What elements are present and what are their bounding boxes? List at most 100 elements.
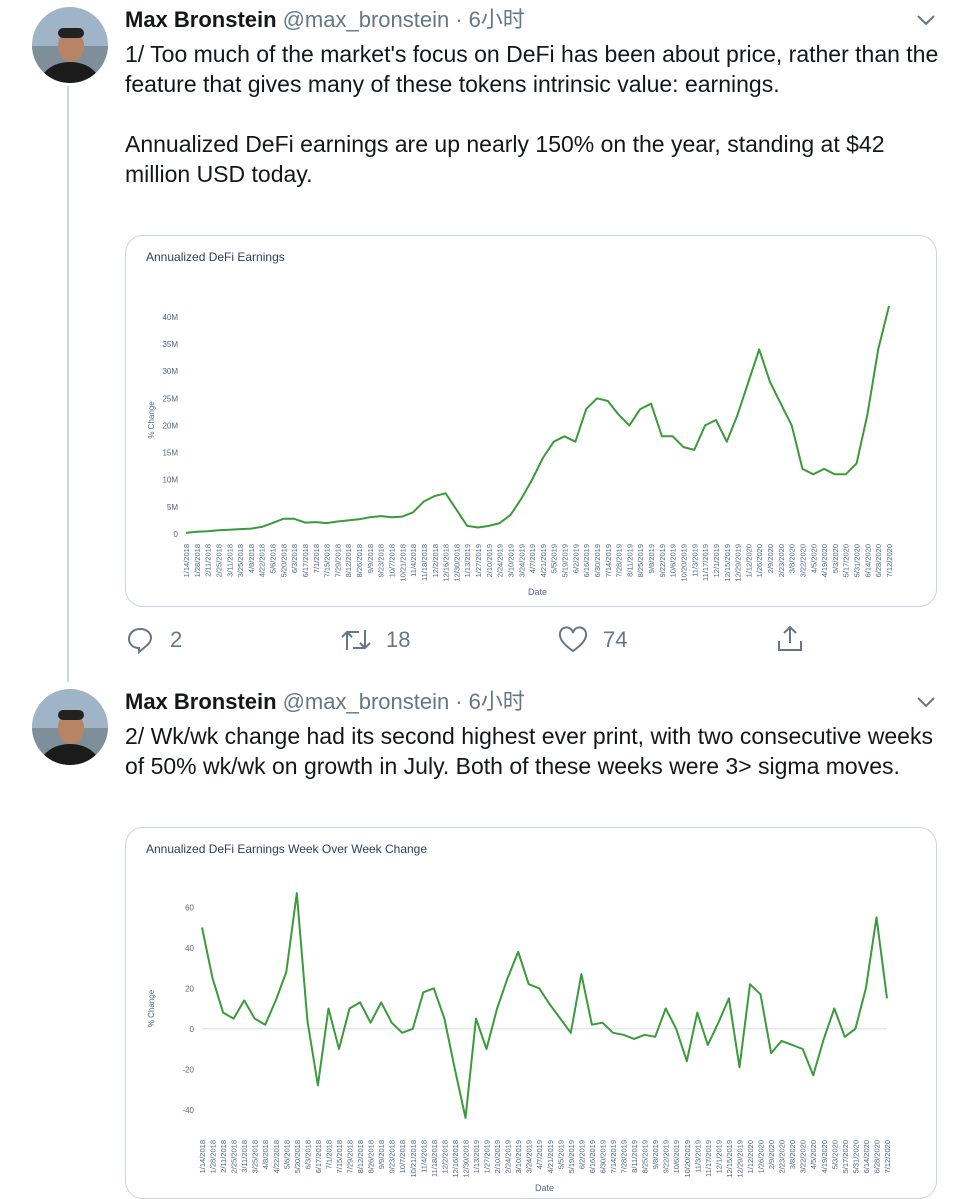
- x-tick-label: 9/22/2019: [662, 1140, 671, 1173]
- y-tick-label: -20: [182, 1065, 194, 1074]
- chart-title: Annualized DeFi Earnings Week Over Week …: [146, 842, 427, 856]
- x-tick-label: 4/21/2019: [546, 1140, 555, 1173]
- x-tick-label: 1/12/2020: [746, 1140, 755, 1173]
- menu-chevron[interactable]: [915, 694, 937, 710]
- x-tick-label: 7/1/2018: [312, 544, 321, 573]
- x-tick-label: 7/15/2018: [323, 544, 332, 577]
- y-tick-label: 0: [190, 1025, 195, 1034]
- like-icon[interactable]: [558, 626, 588, 654]
- x-tick-label: 2/9/2020: [766, 544, 775, 573]
- chart-card[interactable]: Annualized DeFi Earnings % Change 0 5M 10M 15…: [125, 235, 937, 607]
- x-axis-label: Date: [528, 587, 547, 597]
- x-tick-label: 2/11/2018: [219, 1140, 228, 1173]
- x-tick-label: 12/16/2018: [451, 1140, 460, 1178]
- x-tick-label: 5/6/2018: [282, 1140, 291, 1169]
- y-axis-label: % Change: [147, 989, 156, 1027]
- x-tick-label: 2/10/2019: [485, 544, 494, 577]
- x-tick-label: 4/5/2020: [809, 1140, 818, 1169]
- x-tick-label: 6/2/2019: [577, 1140, 586, 1169]
- x-tick-label: 8/26/2018: [355, 544, 364, 577]
- x-tick-label: 10/20/2019: [683, 1140, 692, 1178]
- x-tick-label: 4/19/2020: [820, 544, 829, 577]
- x-tick-label: 9/23/2018: [388, 1140, 397, 1173]
- data-line: [201, 892, 888, 1119]
- x-tick-label: 9/22/2019: [658, 544, 667, 577]
- x-tick-label: 4/7/2019: [528, 544, 537, 573]
- x-tick-label: 4/7/2019: [535, 1140, 544, 1169]
- x-tick-label: 8/12/2018: [356, 1140, 365, 1173]
- x-tick-label: 4/8/2018: [261, 1140, 270, 1169]
- y-tick-label: 0: [174, 530, 179, 539]
- x-tick-label: 2/25/2018: [230, 1140, 239, 1173]
- x-tick-label: 3/25/2018: [236, 544, 245, 577]
- share-icon[interactable]: [776, 624, 804, 654]
- x-tick-label: 2/10/2019: [493, 1140, 502, 1173]
- x-tick-label: 12/29/2019: [735, 1140, 744, 1178]
- x-tick-label: 7/1/2018: [324, 1140, 333, 1169]
- author[interactable]: Max Bronstein: [125, 689, 277, 714]
- x-tick-label: 7/28/2019: [620, 1140, 629, 1173]
- y-tick-label: 20M: [162, 421, 178, 430]
- x-tick-label: 1/27/2019: [483, 1140, 492, 1173]
- x-tick-label: 6/30/2019: [593, 544, 602, 577]
- x-tick-label: 4/8/2018: [247, 544, 256, 573]
- x-tick-label: 5/31/2020: [853, 544, 862, 577]
- y-tick-label: 35M: [162, 340, 178, 349]
- handle[interactable]: @max_bronstein: [282, 689, 450, 714]
- x-tick-label: 11/4/2018: [409, 544, 418, 577]
- reply-icon[interactable]: [126, 626, 154, 654]
- x-tick-label: 1/27/2019: [474, 544, 483, 577]
- y-tick-label: 15M: [162, 449, 178, 458]
- x-tick-label: 3/25/2018: [251, 1140, 260, 1173]
- x-tick-label: 6/28/2020: [874, 544, 883, 577]
- retweet-icon[interactable]: [340, 626, 372, 654]
- x-tick-label: 5/5/2019: [556, 1140, 565, 1169]
- tweet-header: Max Bronstein @max_bronstein · 6小时: [125, 5, 531, 35]
- x-tick-label: 12/29/2019: [734, 544, 743, 582]
- x-tick-label: 6/2/2019: [571, 544, 580, 573]
- x-tick-label: 6/16/2019: [588, 1140, 597, 1173]
- x-tick-label: 1/28/2018: [209, 1140, 218, 1173]
- avatar[interactable]: [31, 688, 109, 766]
- x-tick-label: 2/23/2020: [777, 544, 786, 577]
- author[interactable]: Max Bronstein: [125, 7, 277, 32]
- menu-chevron[interactable]: [915, 12, 937, 28]
- data-line: [185, 305, 890, 534]
- x-tick-label: 5/3/2020: [831, 544, 840, 573]
- x-tick-label: 11/18/2018: [430, 1140, 439, 1177]
- x-tick-label: 11/3/2019: [690, 544, 699, 577]
- reply-count: 2: [170, 627, 183, 652]
- time[interactable]: 6小时: [468, 689, 525, 714]
- x-tick-label: 5/17/2020: [841, 1140, 850, 1173]
- chart: Annualized DeFi Earnings % Change 0 5M 10M 15…: [146, 250, 894, 597]
- x-tick-label: 1/12/2020: [744, 544, 753, 577]
- x-tick-label: 6/17/2018: [301, 544, 310, 577]
- chart-card[interactable]: Annualized DeFi Earnings Week Over Week …: [125, 827, 937, 1199]
- time[interactable]: 6小时: [468, 7, 525, 32]
- separator: ·: [455, 7, 463, 32]
- x-tick-label: 7/12/2020: [885, 544, 894, 577]
- x-tick-label: 1/28/2018: [193, 544, 202, 577]
- x-tick-label: 6/14/2020: [863, 544, 872, 577]
- x-tick-label: 3/22/2020: [798, 544, 807, 577]
- x-tick-label: 11/17/2019: [704, 1140, 713, 1177]
- x-tick-label: 9/9/2018: [366, 544, 375, 573]
- x-tick-label: 7/29/2018: [346, 1140, 355, 1173]
- x-tick-label: 4/5/2020: [809, 544, 818, 573]
- handle[interactable]: @max_bronstein: [282, 7, 450, 32]
- x-tick-label: 11/17/2019: [701, 544, 710, 581]
- x-tick-label: 2/25/2018: [214, 544, 223, 577]
- x-tick-label: 5/3/2020: [830, 1140, 839, 1169]
- x-tick-label: 12/30/2018: [452, 544, 461, 582]
- x-tick-label: 3/24/2019: [517, 544, 526, 577]
- x-tick-label: 8/25/2019: [636, 544, 645, 577]
- avatar[interactable]: [31, 6, 109, 84]
- retweet-count: 18: [386, 627, 411, 652]
- x-tick-label: 9/23/2018: [377, 544, 386, 577]
- x-tick-label: 12/1/2019: [714, 1140, 723, 1173]
- x-tick-label: 1/26/2020: [755, 544, 764, 577]
- y-tick-label: 40: [185, 944, 194, 953]
- x-tick-label: 1/26/2020: [757, 1140, 766, 1173]
- x-tick-label: 11/3/2019: [693, 1140, 702, 1173]
